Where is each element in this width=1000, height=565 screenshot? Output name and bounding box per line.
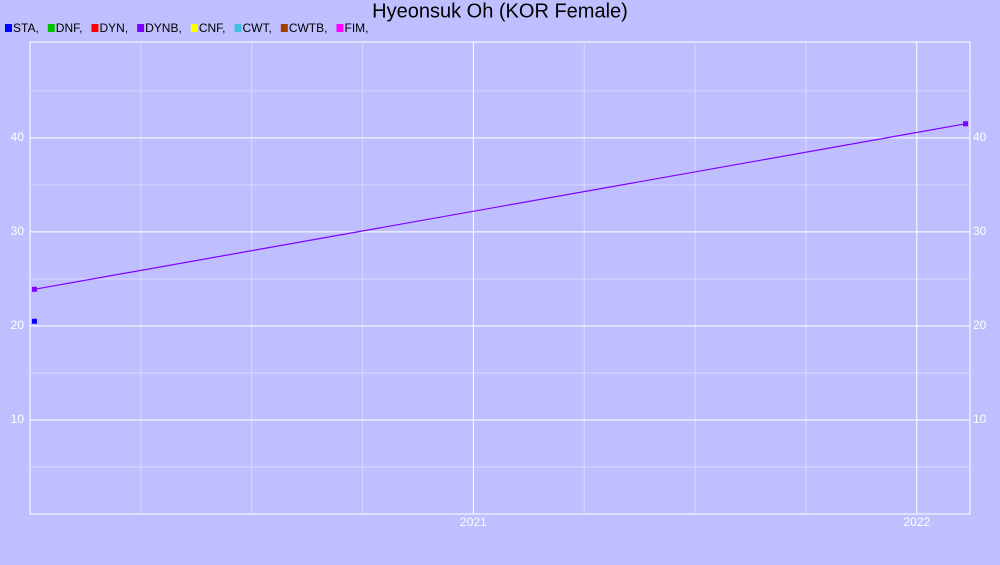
chart-title: Hyeonsuk Oh (KOR Female) <box>372 0 628 22</box>
legend-label: CWT, <box>242 21 271 35</box>
y-tick-label: 20 <box>11 318 25 332</box>
y2-tick-label: 30 <box>973 224 987 238</box>
series-line <box>34 123 966 290</box>
y2-tick-label: 20 <box>973 318 987 332</box>
x-tick-label: 2022 <box>903 515 930 529</box>
legend-swatch <box>234 24 242 32</box>
x-tick-label: 2021 <box>460 515 487 529</box>
legend-label: DYN, <box>99 21 128 35</box>
data-point <box>963 121 969 127</box>
legend-label: DYNB, <box>145 21 182 35</box>
y2-tick-label: 10 <box>973 412 987 426</box>
y-tick-label: 40 <box>11 130 25 144</box>
data-point <box>31 318 37 324</box>
legend-label: CNF, <box>199 21 226 35</box>
legend-swatch <box>5 24 12 32</box>
legend-label: FIM, <box>344 21 368 35</box>
y-tick-label: 10 <box>11 412 25 426</box>
legend-swatch <box>91 24 99 32</box>
legend-swatch <box>280 24 288 32</box>
y-tick-label: 30 <box>11 224 25 238</box>
legend-swatch <box>47 24 55 32</box>
y2-tick-label: 40 <box>973 130 987 144</box>
legend-swatch <box>190 24 198 32</box>
legend-swatch <box>137 24 145 32</box>
data-point <box>31 286 37 292</box>
legend-label: CWTB, <box>289 21 328 35</box>
legend-swatch <box>336 24 344 32</box>
legend-label: DNF, <box>56 21 83 35</box>
legend-label: STA, <box>13 21 39 35</box>
plot-area <box>29 41 971 515</box>
